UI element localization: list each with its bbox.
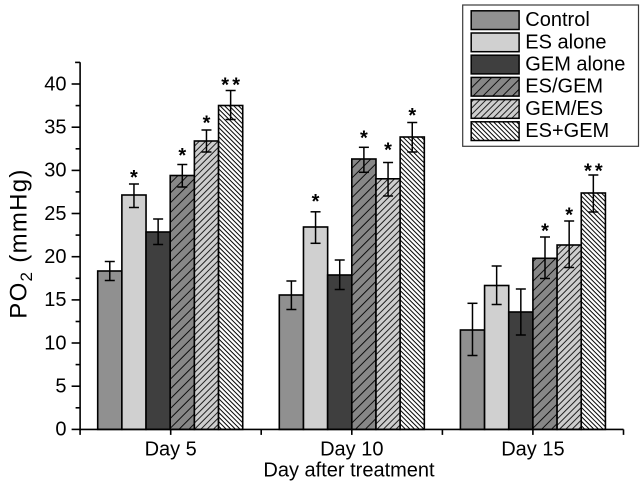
svg-text:*: * [221,74,229,96]
svg-text:20: 20 [44,246,66,268]
svg-text:Day 5: Day 5 [145,439,197,461]
svg-text:*: * [178,145,186,167]
svg-text:*: * [312,191,320,213]
svg-text:ES alone: ES alone [525,31,606,53]
svg-text:*: * [565,204,573,226]
svg-text:*: * [584,160,592,182]
svg-text:10: 10 [44,332,66,354]
svg-text:GEM alone: GEM alone [525,54,625,76]
svg-text:30: 30 [44,160,66,182]
svg-text:*: * [541,220,549,242]
svg-text:GEM/ES: GEM/ES [525,98,603,120]
svg-text:15: 15 [44,289,66,311]
svg-text:*: * [130,167,138,189]
svg-text:5: 5 [55,376,66,398]
svg-text:PO2 (mmHg): PO2 (mmHg) [6,168,37,318]
svg-text:*: * [384,140,392,162]
svg-text:40: 40 [44,73,66,95]
svg-text:Day after treatment: Day after treatment [263,460,435,482]
svg-text:35: 35 [44,117,66,139]
svg-text:Control: Control [525,9,589,31]
svg-text:*: * [595,160,603,182]
svg-text:Day 15: Day 15 [501,439,564,461]
svg-text:Day 10: Day 10 [320,439,383,461]
svg-text:*: * [203,112,211,134]
svg-text:25: 25 [44,203,66,225]
svg-text:ES/GEM: ES/GEM [525,76,603,98]
svg-text:ES+GEM: ES+GEM [525,120,609,142]
svg-text:*: * [360,128,368,150]
svg-text:*: * [408,105,416,127]
svg-text:0: 0 [55,419,66,441]
svg-text:*: * [232,74,240,96]
